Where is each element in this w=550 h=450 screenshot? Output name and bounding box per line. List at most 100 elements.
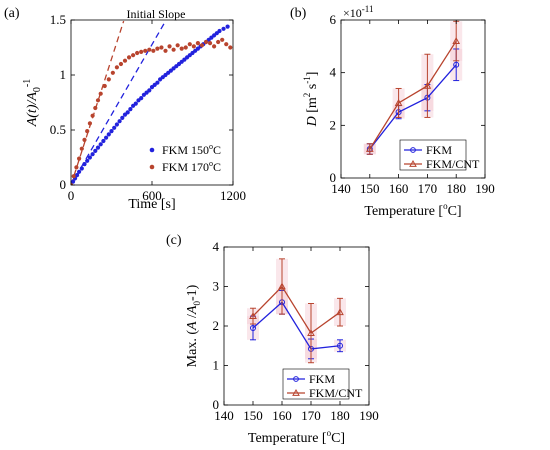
panel-c-ylabel: Max. (A /A0-1) — [185, 284, 202, 367]
data-point-fkm150 — [87, 155, 92, 160]
panel-c-marker-fkmcnt — [336, 308, 344, 316]
panel-b-ylabel: D [m2 s-1] — [302, 72, 320, 128]
panel-c-line-fkm — [252, 301, 341, 350]
data-point-fkm150 — [106, 132, 111, 137]
panel-c-xtick-label: 140 — [214, 408, 234, 423]
data-point-fkm170 — [93, 105, 98, 111]
panel-a-ytick-label: 1.5 — [50, 12, 66, 27]
data-point-fkm170 — [216, 39, 221, 45]
data-point-fkm150 — [133, 101, 138, 106]
data-point-fkm170 — [228, 45, 233, 50]
data-point-fkm150 — [217, 28, 222, 34]
panel-b-line-fkm — [369, 64, 457, 150]
data-point-fkm150 — [85, 158, 90, 163]
legend-label-fkm150: FKM 150oC — [162, 142, 221, 157]
data-point-fkm170 — [110, 70, 115, 75]
legend-marker-fkm150 — [149, 147, 155, 153]
data-point-fkm150 — [225, 24, 230, 29]
panel-c-legend-label-fkmcnt: FKM/CNT — [309, 386, 363, 400]
panel-c-legend-marker-fkm — [293, 376, 299, 382]
data-point-fkm170 — [191, 44, 196, 49]
panel-c-marker-fkmcnt — [249, 312, 257, 320]
initial-slope-annotation: Initial Slope — [127, 7, 186, 21]
data-point-fkm170 — [95, 98, 101, 103]
panel-b-marker-fkmcnt — [452, 37, 461, 44]
data-point-fkm170 — [79, 146, 84, 151]
panel-c-xtick-label: 150 — [243, 408, 263, 423]
panel-a-chart: 0 600 1200 0 0.5 1 1.5 Initial Slope Time [s] A(t… — [22, 7, 246, 212]
data-point-fkm150 — [128, 107, 133, 112]
data-point-fkm170 — [171, 47, 176, 52]
panel-a-ytick-label: 0.5 — [50, 122, 66, 137]
panel-b-ytick-label: 4 — [330, 65, 337, 80]
data-point-fkm150 — [77, 169, 82, 174]
data-point-fkm170 — [195, 41, 200, 46]
panel-a-xtick-label: 600 — [142, 188, 162, 203]
panel-b-xtick-label: 190 — [475, 181, 495, 196]
data-point-fkm150 — [104, 135, 109, 140]
panel-b-xtick-label: 160 — [389, 181, 409, 196]
panel-c-label: (c) — [166, 233, 182, 248]
legend-marker-fkm170 — [149, 164, 155, 170]
data-point-fkm170 — [71, 174, 76, 179]
data-point-fkm170 — [175, 43, 180, 48]
data-point-fkm170 — [90, 113, 95, 118]
data-point-fkm170 — [159, 45, 164, 50]
data-point-fkm150 — [93, 148, 98, 153]
data-point-fkm150 — [147, 88, 152, 93]
panel-b-ytick-label: 2 — [330, 117, 337, 132]
data-point-fkm150 — [90, 152, 95, 157]
panel-c-xtick-label: 190 — [359, 408, 379, 423]
panel-c-ytick-label: 4 — [213, 239, 220, 254]
panel-c-legend-marker-fkmcnt — [292, 388, 300, 396]
panel-c-xtick-label: 180 — [330, 408, 350, 423]
panel-b-y-exponent: ×10-11 — [343, 4, 373, 20]
data-point-fkm170 — [163, 48, 168, 53]
data-point-fkm150 — [139, 96, 144, 101]
data-point-fkm170 — [74, 165, 79, 170]
panel-b-marker-fkmcnt — [423, 81, 432, 89]
data-point-fkm150 — [79, 166, 84, 171]
initial-slope-line-170 — [71, 20, 125, 185]
data-point-fkm150 — [114, 122, 119, 127]
panel-b-xtick-label: 180 — [446, 181, 466, 196]
data-point-fkm170 — [212, 44, 217, 49]
panel-b-line-fkmcnt — [369, 40, 457, 150]
data-point-fkm150 — [74, 173, 80, 178]
data-point-fkm170 — [135, 50, 140, 56]
panel-c-line-fkmcnt — [252, 285, 341, 335]
panel-b-label: (b) — [290, 6, 307, 21]
panel-a-ylabel: A(t)/A0-1 — [22, 79, 43, 128]
data-point-fkm170 — [179, 46, 184, 51]
panel-c-xtick-label: 160 — [272, 408, 292, 423]
legend-label-fkm170: FKM 170oC — [162, 159, 221, 174]
data-point-fkm170 — [151, 48, 156, 53]
data-point-fkm170 — [118, 61, 124, 67]
data-point-fkm150 — [120, 115, 125, 120]
panel-b-xtick-label: 140 — [331, 181, 351, 196]
data-point-fkm150 — [125, 110, 130, 115]
data-point-fkm170 — [85, 129, 90, 134]
panel-c-marker-fkmcnt — [307, 329, 315, 337]
panel-b-xlabel: Temperature [oC] — [364, 201, 461, 219]
panel-b-marker-fkm — [453, 61, 460, 68]
data-point-fkm150 — [82, 162, 87, 167]
data-point-fkm150 — [117, 119, 122, 124]
panel-b-legend-label-fkm: FKM — [426, 143, 452, 157]
panel-b-axes-box — [340, 19, 486, 179]
data-point-fkm170 — [131, 53, 136, 58]
panel-c-marker-fkmcnt — [278, 282, 286, 290]
panel-c-xtick-label: 170 — [301, 408, 321, 423]
panel-b-legend-marker-fkm — [410, 147, 416, 153]
panel-b-marker-fkmcnt — [365, 145, 374, 152]
data-point-fkm170 — [106, 77, 111, 82]
data-point-fkm150 — [221, 26, 226, 31]
panel-c-xlabel: Temperature [oC] — [248, 428, 345, 446]
panel-a-ytick-label: 1 — [60, 67, 67, 82]
panel-c-chart: 140 150 160 170 180 190 0 1 2 3 4 Temperature [oC] F… — [185, 239, 379, 446]
data-point-fkm170 — [187, 42, 192, 47]
panel-b-ytick-label: 6 — [330, 12, 337, 27]
data-point-fkm170 — [102, 83, 107, 89]
panel-b-chart: 140 150 160 170 180 190 0 2 4 6 Temperature [oC] FK… — [302, 4, 495, 219]
